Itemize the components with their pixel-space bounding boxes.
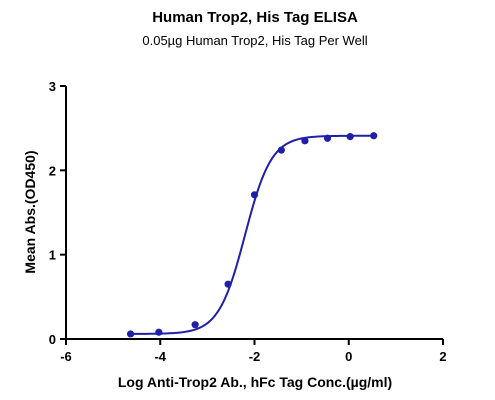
chart-title: Human Trop2, His Tag ELISA — [152, 9, 358, 26]
data-point — [370, 132, 378, 140]
data-point — [155, 328, 163, 336]
data-point — [126, 330, 135, 338]
y-tick-label: 3 — [49, 79, 56, 94]
x-tick-label: 0 — [345, 349, 352, 364]
x-axis-label: Log Anti-Trop2 Ab., hFc Tag Conc.(µg/ml) — [118, 374, 392, 390]
chart-subtitle: 0.05µg Human Trop2, His Tag Per Well — [142, 33, 367, 48]
y-tick-label: 1 — [49, 248, 56, 263]
data-point — [301, 137, 309, 145]
data-point — [346, 133, 354, 141]
x-tick-label: -4 — [154, 349, 166, 364]
x-tick-label: -6 — [60, 349, 72, 364]
fit-curve — [130, 134, 374, 335]
data-point — [191, 321, 199, 329]
axes — [65, 86, 443, 340]
y-tick-label: 0 — [49, 332, 56, 347]
y-tick-label: 2 — [49, 163, 56, 178]
data-points — [126, 132, 378, 338]
data-point — [277, 146, 285, 154]
data-point — [323, 134, 332, 142]
data-point — [224, 280, 232, 288]
x-tick-label: 2 — [439, 349, 446, 364]
data-point — [250, 191, 259, 199]
y-axis-label: Mean Abs.(OD450) — [22, 150, 38, 273]
ticks: -6 -4 -2 0 2 0 1 2 3 — [49, 79, 447, 364]
x-tick-label: -2 — [249, 349, 261, 364]
